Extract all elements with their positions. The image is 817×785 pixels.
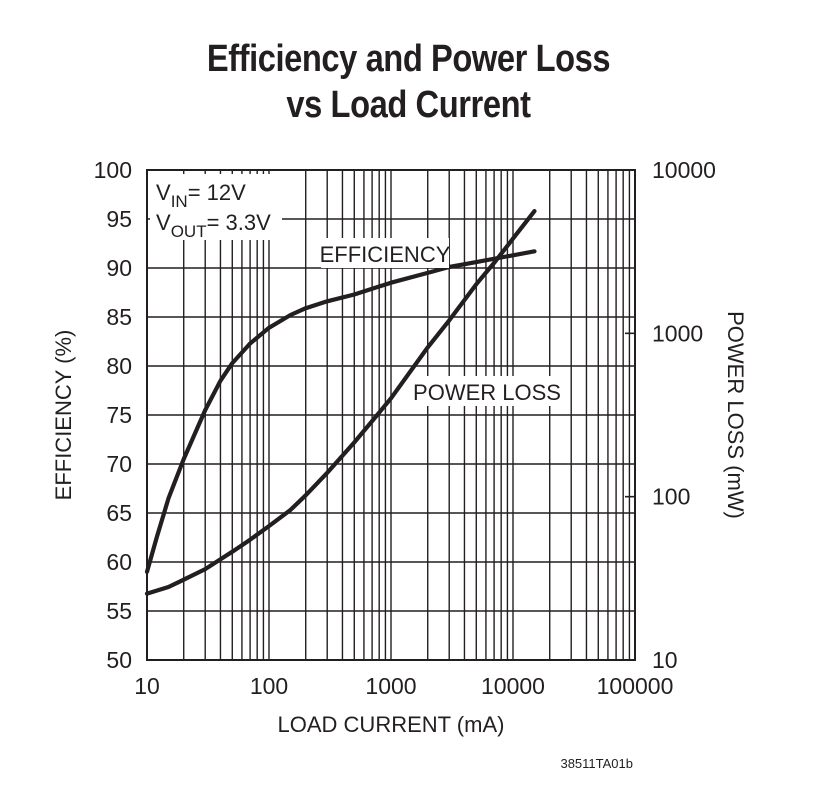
y2-tick-label: 10 — [652, 647, 678, 673]
x-tick-label: 10 — [134, 673, 160, 699]
vout-value: = 3.3V — [207, 210, 272, 235]
y-tick-label: 60 — [106, 549, 132, 575]
efficiency-label-backdrop — [321, 238, 449, 268]
y-tick-label: 95 — [106, 206, 132, 232]
vin-subscript: IN — [171, 192, 188, 211]
y-tick-label: 70 — [106, 451, 132, 477]
grid — [146, 169, 636, 661]
chart-title-line-1: Efficiency and Power Loss — [206, 38, 611, 80]
chart-title-line-2: vs Load Current — [286, 84, 531, 126]
y-tick-label: 55 — [106, 598, 132, 624]
power-loss-series-label: POWER LOSS — [413, 380, 561, 405]
efficiency-curve — [144, 249, 537, 574]
power-loss-label-backdrop — [412, 376, 562, 406]
conditions-backdrop — [150, 174, 282, 240]
x-tick-label: 1000 — [365, 673, 416, 699]
y-axis-label: EFFICIENCY (%) — [51, 330, 76, 501]
x-axis-label: LOAD CURRENT (mA) — [278, 712, 505, 737]
x-tick-label: 100000 — [597, 673, 674, 699]
y-tick-label: 50 — [106, 647, 132, 673]
y2-tick-label: 10000 — [652, 157, 716, 183]
power-loss-curve — [144, 209, 537, 596]
curves — [144, 209, 537, 596]
vout-label: VOUT= 3.3V — [156, 210, 271, 241]
y2-tick-label: 1000 — [652, 320, 703, 346]
y-tick-label: 85 — [106, 304, 132, 330]
plot-frame — [146, 169, 636, 661]
x-tick-label: 100 — [250, 673, 288, 699]
figure-code: 38511TA01b — [560, 756, 633, 771]
y-tick-label: 100 — [94, 157, 132, 183]
y2-axis-label: POWER LOSS (mW) — [723, 311, 748, 519]
y-tick-label: 75 — [106, 402, 132, 428]
vout-subscript: OUT — [171, 222, 207, 241]
y-tick-label: 90 — [106, 255, 132, 281]
y-tick-label: 65 — [106, 500, 132, 526]
tick-labels: 10 100 1000 10000 100000 50 55 60 65 70 75 80 85 90 95… — [94, 157, 716, 699]
y-tick-label: 80 — [106, 353, 132, 379]
efficiency-series-label: EFFICIENCY — [320, 242, 451, 267]
vin-value: = 12V — [188, 180, 246, 205]
y2-tick-label: 100 — [652, 484, 690, 510]
x-tick-label: 10000 — [481, 673, 545, 699]
